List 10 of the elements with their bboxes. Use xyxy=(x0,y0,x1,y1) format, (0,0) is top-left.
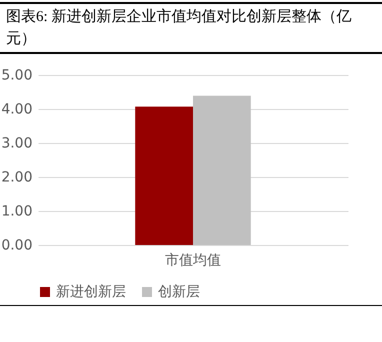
y-tick-label: 3.00 xyxy=(1,136,32,152)
legend-label: 新进创新层 xyxy=(56,284,126,300)
y-tick-label: 4.00 xyxy=(1,102,32,118)
x-tick-label: 市值均值 xyxy=(165,252,221,268)
y-tick-label: 2.00 xyxy=(1,170,32,186)
y-tick-label: 1.00 xyxy=(1,204,32,220)
y-tick-label: 0.00 xyxy=(1,238,32,254)
legend-label: 创新层 xyxy=(158,284,200,300)
chart-title: 图表6: 新进创新层企业市值均值对比创新层整体（亿元） xyxy=(0,2,382,54)
y-tick-label: 5.00 xyxy=(1,68,32,84)
